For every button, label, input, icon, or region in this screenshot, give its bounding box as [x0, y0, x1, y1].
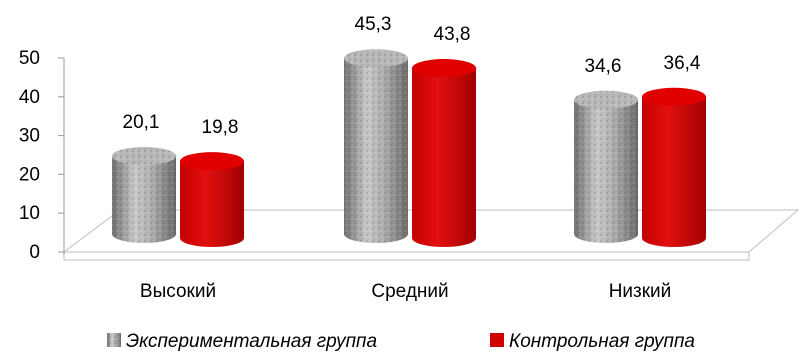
legend-swatch-experimental-texture	[107, 333, 121, 347]
legend-item-experimental: Экспериментальная группа	[107, 331, 377, 352]
y-tick-label: 30	[19, 126, 40, 147]
legend-label-experimental: Экспериментальная группа	[126, 331, 377, 352]
legend-label-control: Контрольная группа	[509, 331, 695, 352]
bar-top-texture	[574, 90, 638, 109]
bar	[112, 147, 176, 243]
y-tick-label: 20	[19, 164, 40, 185]
bar-texture	[112, 156, 176, 243]
data-label: 19,8	[202, 117, 239, 138]
bar	[642, 87, 706, 247]
bars	[112, 49, 706, 247]
bar-body	[412, 68, 476, 247]
bar-body	[642, 96, 706, 247]
data-label: 45,3	[355, 14, 392, 35]
legend: Экспериментальная группа Контрольная гру…	[107, 331, 695, 352]
data-label: 34,6	[585, 56, 622, 77]
data-labels: 20,1 19,8 45,3 43,8 34,6 36,4	[123, 14, 701, 138]
legend-item-control: Контрольная группа	[490, 331, 695, 352]
y-tick-label: 40	[19, 87, 40, 108]
bar-top-texture	[344, 49, 408, 68]
bar-top	[412, 59, 476, 78]
bar-top	[180, 152, 244, 171]
category-label: Средний	[371, 281, 448, 302]
floor-plane	[62, 209, 800, 253]
bar-body	[180, 161, 244, 247]
legend-swatch-control	[490, 333, 504, 347]
bar	[412, 59, 476, 247]
category-label: Высокий	[140, 281, 216, 302]
bar	[180, 152, 244, 247]
bar	[344, 49, 408, 244]
y-tick-label: 10	[19, 203, 40, 224]
bar-top-texture	[112, 147, 176, 166]
data-label: 43,8	[434, 24, 471, 45]
bar-texture	[574, 99, 638, 243]
y-tick-label: 50	[19, 48, 40, 69]
y-axis: 0 10 20 30 40 50	[19, 48, 65, 263]
category-labels: Высокий Средний Низкий	[140, 281, 671, 302]
data-label: 36,4	[664, 53, 701, 74]
bar-top	[642, 87, 706, 106]
bar-texture	[344, 58, 408, 244]
bar	[574, 90, 638, 243]
category-label: Низкий	[609, 281, 672, 302]
y-tick-label: 0	[29, 242, 40, 263]
data-label: 20,1	[123, 112, 160, 133]
